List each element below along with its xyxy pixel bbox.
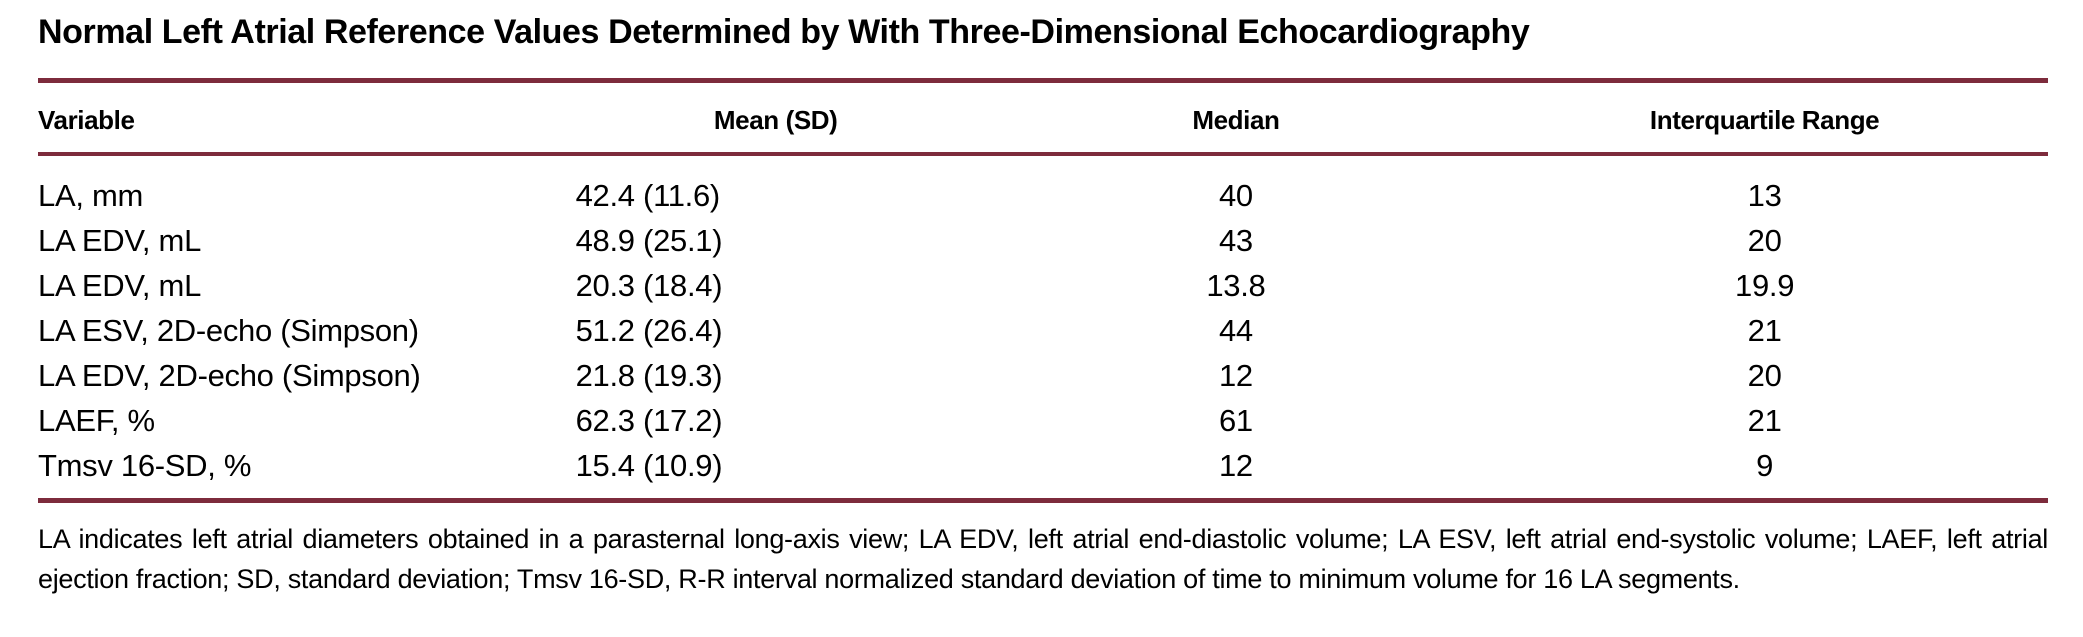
table-row: Tmsv 16-SD, % 15.4 (10.9) 12 9 [38,443,2048,501]
table-title: Normal Left Atrial Reference Values Dete… [38,13,1530,51]
median-cell: 40 [1218,178,1253,213]
column-header-variable: Variable [38,80,561,156]
mean-sd-cell: 21.8 (19.3) [575,358,723,393]
mean-sd-cell: 20.3 (18.4) [575,268,723,303]
mean-sd-cell: 42.4 (11.6) [575,178,721,213]
iqr-cell: 21 [1747,313,1782,348]
iqr-cell: 20 [1747,358,1782,393]
table-row: LA EDV, mL 20.3 (18.4) 13.8 19.9 [38,263,2048,308]
column-header-median: Median [990,80,1482,156]
variable-cell: LA EDV, mL [38,223,202,258]
table-row: LAEF, % 62.3 (17.2) 61 21 [38,398,2048,443]
median-cell: 13.8 [1206,268,1266,303]
mean-sd-cell: 48.9 (25.1) [575,223,723,258]
variable-cell: LA, mm [38,178,143,213]
variable-cell: LA EDV, 2D-echo (Simpson) [38,358,421,393]
table-row: LA EDV, 2D-echo (Simpson) 21.8 (19.3) 12… [38,353,2048,398]
column-header-interquartile-range: Interquartile Range [1481,80,2048,156]
mean-sd-cell: 15.4 (10.9) [575,448,723,483]
column-header-mean-sd: Mean (SD) [560,80,991,156]
mean-sd-cell: 62.3 (17.2) [575,403,723,438]
reference-values-table: Variable Mean (SD) Median Interquartile … [38,78,2048,503]
table-header-row: Variable Mean (SD) Median Interquartile … [38,80,2048,156]
variable-cell: LA EDV, mL [38,268,202,303]
table-row: LA ESV, 2D-echo (Simpson) 51.2 (26.4) 44… [38,308,2048,353]
variable-cell: LAEF, % [38,403,155,438]
iqr-cell: 9 [1756,448,1774,483]
table-row: LA EDV, mL 48.9 (25.1) 43 20 [38,218,2048,263]
median-cell: 43 [1218,223,1253,258]
variable-cell: LA ESV, 2D-echo (Simpson) [38,313,419,348]
iqr-cell: 13 [1747,178,1782,213]
mean-sd-cell: 51.2 (26.4) [575,313,723,348]
median-cell: 61 [1218,403,1253,438]
iqr-cell: 20 [1747,223,1782,258]
table-footnote: LA indicates left atrial diameters obtai… [38,524,2048,594]
median-cell: 12 [1218,448,1253,483]
median-cell: 12 [1218,358,1253,393]
median-cell: 44 [1218,313,1253,348]
table-row: LA, mm 42.4 (11.6) 40 13 [38,154,2048,218]
variable-cell: Tmsv 16-SD, % [38,448,252,483]
iqr-cell: 19.9 [1735,268,1795,303]
iqr-cell: 21 [1747,403,1782,438]
table-figure: Normal Left Atrial Reference Values Dete… [38,0,2048,599]
